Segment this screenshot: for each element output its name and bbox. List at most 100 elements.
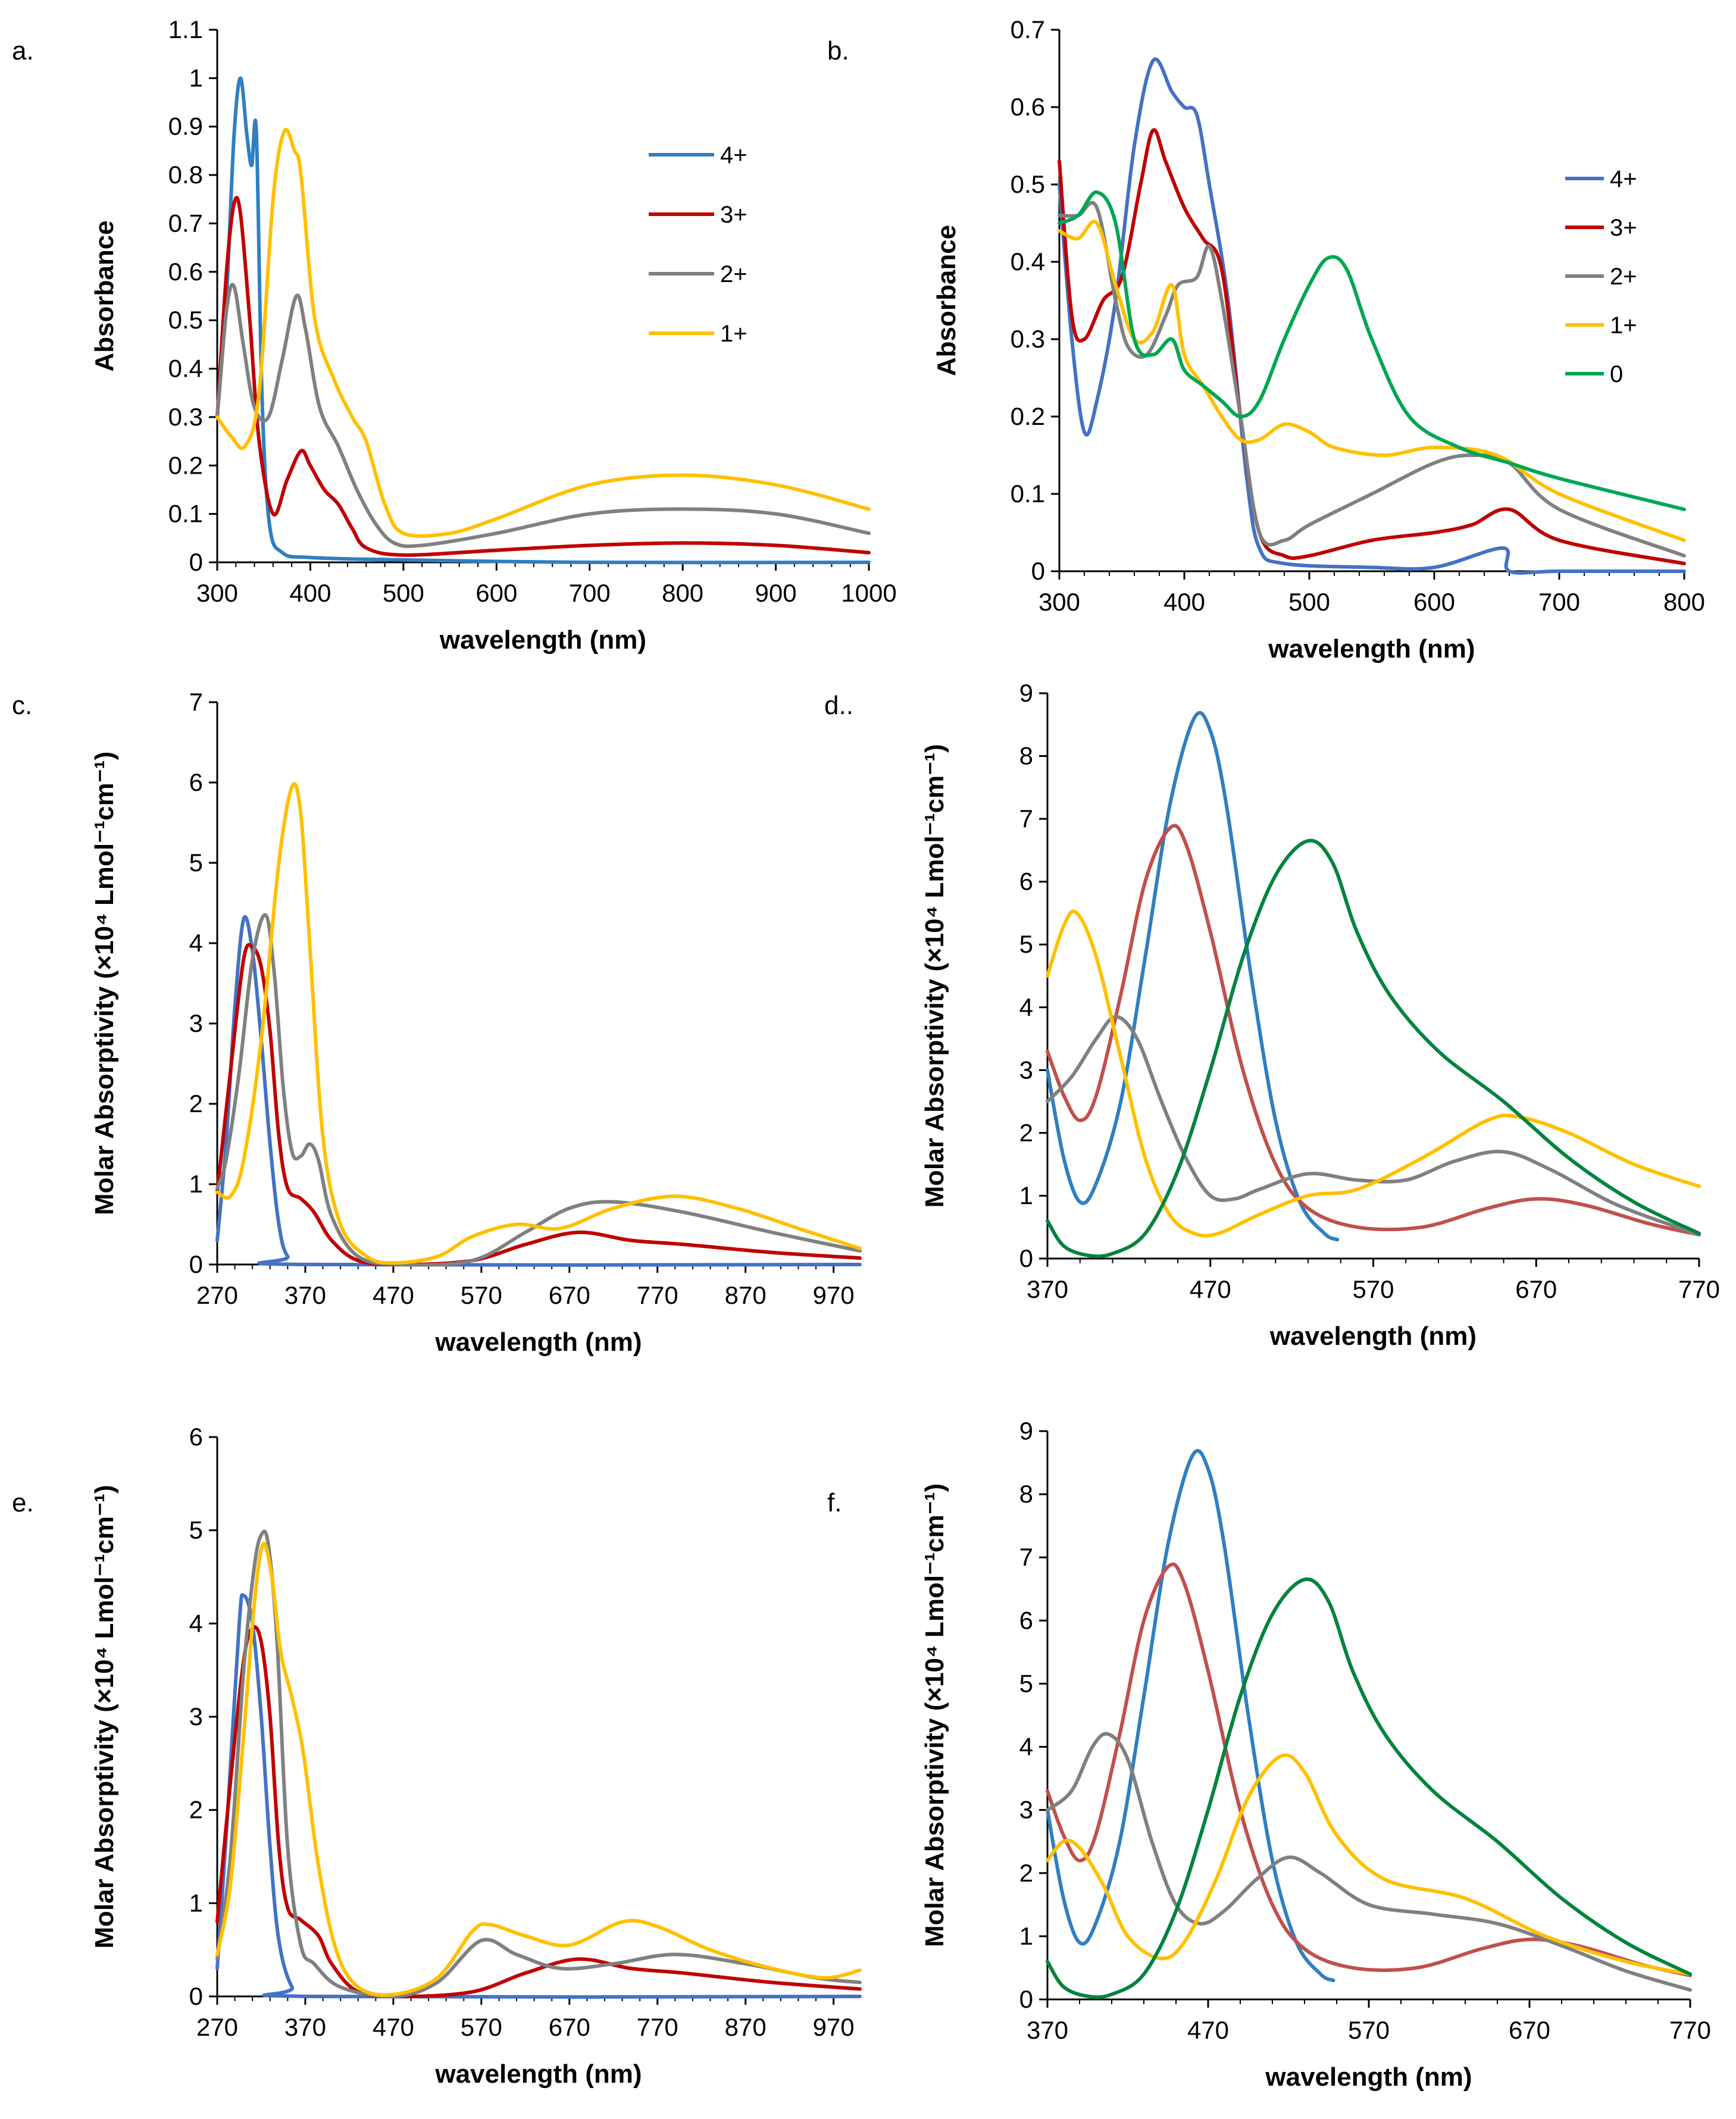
series-line-0 [1058,190,1686,511]
y-tick-label: 2 [1019,1859,1033,1887]
y-tick-label: 0.6 [168,258,203,286]
series-line-1+ [1058,220,1686,542]
y-tick-label: 0.7 [168,209,203,237]
series-line-2+ [1058,201,1686,558]
x-tick-label: 770 [637,1281,678,1309]
panel-a-chart: a. 0 0.1 0.2 0.3 0.4 0.5 0.6 0.7 0.8 0.9 1 1.1 300 400… [12,15,897,655]
x-tick-label: 600 [476,579,517,607]
x-tick-label: 370 [284,1281,326,1309]
y-tick-label: 7 [189,688,203,716]
x-tick-label: 870 [725,1281,767,1309]
series-line-3+ [1058,128,1686,565]
y-tick-label: 2 [1019,1119,1033,1147]
y-tick-label: 1 [189,64,203,92]
panel-e-chart: e. 0 1 2 3 4 5 6 270 370 470 570 670 770 870 970 wavelen… [12,1423,862,2089]
series-line-1+ [215,782,862,1265]
y-tick-label: 5 [189,1516,203,1544]
x-tick-label: 370 [1027,1275,1068,1303]
y-tick-label: 3 [1019,1056,1033,1084]
y-axis-title: Absorbance [932,225,961,376]
series-line-2+ [1046,1732,1692,1992]
panel-f-chart: f. 0 1 2 3 4 5 6 7 8 9 370 470 570 670 770 wavelength (n… [827,1417,1711,2092]
y-tick-label: 4 [189,929,203,957]
legend-entry-3+: 3+ [720,202,747,228]
x-tick-label: 970 [813,2013,855,2041]
y-tick-label: 7 [1019,1543,1033,1571]
y-tick-label: 6 [1019,1606,1033,1634]
x-axis-title: wavelength (nm) [439,625,646,655]
x-tick-label: 770 [637,2013,678,2041]
y-tick-label: 7 [1019,805,1033,832]
series-line-3+ [215,196,871,557]
y-tick-label: 0.1 [168,500,203,528]
y-tick-label: 4 [189,1609,203,1637]
y-tick-label: 3 [1019,1796,1033,1824]
legend-entry-1+: 1+ [720,321,747,347]
y-tick-label: 0.4 [1011,248,1045,276]
x-tick-label: 900 [755,579,797,607]
x-tick-label: 370 [1027,2016,1068,2044]
y-tick-label: 5 [1019,930,1033,958]
series-line-4+ [1046,710,1340,1242]
x-tick-label: 670 [549,1281,590,1309]
x-tick-label: 470 [1187,2016,1229,2044]
x-tick-label: 470 [373,1281,414,1309]
y-tick-label: 3 [189,1009,203,1037]
y-tick-label: 6 [189,1423,203,1451]
x-tick-label: 300 [196,579,238,607]
y-tick-label: 2 [189,1796,203,1824]
y-axis-title: Molar Absorptivity (×10⁴ Lmol⁻¹cm⁻¹) [90,752,119,1215]
y-tick-label: 0.8 [168,161,203,189]
x-tick-label: 670 [1515,1275,1557,1303]
y-axis-title: Absorbance [90,220,119,371]
y-tick-label: 9 [1019,1417,1033,1445]
panel-label: c. [12,691,32,720]
y-tick-label: 4 [1019,1733,1033,1761]
x-tick-label: 500 [1288,588,1330,616]
x-tick-label: 800 [1663,588,1705,616]
y-axis-title: Molar Absorptivity (×10⁴ Lmol⁻¹cm⁻¹) [920,744,949,1207]
x-tick-label: 770 [1669,2016,1711,2044]
panel-d-chart: d.. 0 1 2 3 4 5 6 7 8 9 370 470 570 670 770 wavelength (… [824,679,1720,1351]
series-line-2+ [215,283,871,549]
series-line-4+ [215,1593,862,1999]
x-tick-label: 270 [196,1281,238,1309]
y-tick-label: 0 [189,1250,203,1278]
x-tick-label: 400 [289,579,331,607]
y-tick-label: 1 [1019,1922,1033,1950]
series-line-3+ [1046,824,1701,1237]
x-tick-label: 270 [196,2013,238,2041]
y-tick-label: 0.2 [168,451,203,479]
panel-c-chart: c. 0 1 2 3 4 5 6 7 270 370 470 570 670 770 870 970 wavele… [12,688,862,1357]
series-line-1+ [215,127,871,538]
legend-entry-1+: 1+ [1610,312,1637,339]
y-tick-label: 3 [189,1702,203,1730]
x-axis-title: wavelength (nm) [434,1328,642,1357]
x-tick-label: 600 [1413,588,1455,616]
x-tick-label: 570 [1348,2016,1390,2044]
x-tick-label: 800 [662,579,703,607]
series-line-3+ [215,1625,862,1999]
panel-label: f. [827,1488,842,1517]
panel-label: d.. [824,691,853,720]
y-tick-label: 8 [1019,742,1033,770]
y-tick-label: 1 [189,1170,203,1198]
x-tick-label: 470 [373,2013,414,2041]
series-line-3+ [215,943,862,1266]
legend-entry-3+: 3+ [1610,215,1637,241]
y-tick-label: 0.5 [1011,170,1045,198]
y-tick-label: 0.6 [1011,93,1045,121]
y-axis-title: Molar Absorptivity (×10⁴ Lmol⁻¹cm⁻¹) [920,1483,949,1947]
legend-entry-2+: 2+ [1610,264,1637,290]
y-tick-label: 0.1 [1011,480,1045,508]
x-tick-label: 770 [1678,1275,1720,1303]
x-tick-label: 670 [549,2013,590,2041]
series-line-4+ [215,76,871,565]
legend-entry-4+: 4+ [720,142,747,168]
x-tick-label: 500 [383,579,424,607]
y-tick-label: 5 [1019,1669,1033,1697]
series-line-2+ [1046,1015,1701,1237]
x-axis-title: wavelength (nm) [1268,634,1475,663]
x-tick-label: 370 [284,2013,326,2041]
x-tick-label: 470 [1190,1275,1231,1303]
